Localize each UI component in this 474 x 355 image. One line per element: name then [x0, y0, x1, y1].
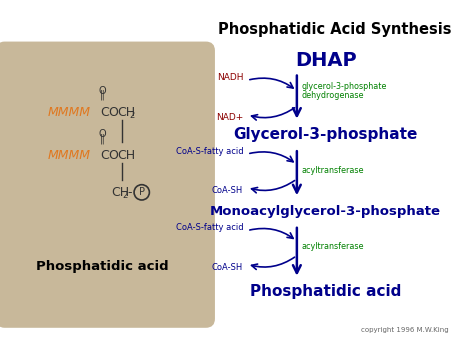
Text: 2: 2	[123, 191, 128, 200]
Text: NADH: NADH	[217, 73, 243, 82]
Text: O: O	[108, 106, 118, 119]
Text: CoA-S-fatty acid: CoA-S-fatty acid	[175, 147, 243, 155]
Text: CH: CH	[111, 186, 129, 199]
Text: NAD+: NAD+	[216, 113, 243, 122]
Text: O: O	[108, 149, 118, 163]
Text: Phosphatidic Acid Synthesis: Phosphatidic Acid Synthesis	[219, 22, 452, 37]
Text: P: P	[139, 187, 145, 197]
Text: MMMM: MMMM	[48, 106, 91, 119]
Text: CoA-SH: CoA-SH	[212, 263, 243, 272]
Text: C: C	[100, 149, 109, 163]
Text: Phosphatidic acid: Phosphatidic acid	[250, 284, 401, 299]
Text: glycerol-3-phosphate: glycerol-3-phosphate	[301, 82, 387, 91]
Text: ‖: ‖	[100, 90, 105, 100]
Text: DHAP: DHAP	[295, 51, 356, 70]
Text: Glycerol-3-phosphate: Glycerol-3-phosphate	[233, 127, 418, 142]
Text: copyright 1996 M.W.King: copyright 1996 M.W.King	[361, 327, 448, 333]
Text: Monoacylglycerol-3-phosphate: Monoacylglycerol-3-phosphate	[210, 205, 441, 218]
Text: ‖: ‖	[100, 133, 105, 143]
Text: C: C	[100, 106, 109, 119]
Text: acyltransferase: acyltransferase	[301, 242, 364, 251]
Text: CH: CH	[117, 149, 135, 163]
Text: O: O	[99, 129, 106, 139]
Text: CoA-S-fatty acid: CoA-S-fatty acid	[175, 223, 243, 232]
Text: CH: CH	[117, 106, 135, 119]
Text: 2: 2	[129, 111, 135, 120]
Text: O: O	[99, 86, 106, 95]
Text: CoA-SH: CoA-SH	[212, 186, 243, 195]
Text: dehydrogenase: dehydrogenase	[301, 91, 364, 100]
Text: MMMM: MMMM	[48, 149, 91, 163]
FancyBboxPatch shape	[0, 43, 214, 326]
Text: -: -	[128, 186, 132, 199]
Text: Phosphatidic acid: Phosphatidic acid	[36, 260, 169, 273]
Text: acyltransferase: acyltransferase	[301, 166, 364, 175]
